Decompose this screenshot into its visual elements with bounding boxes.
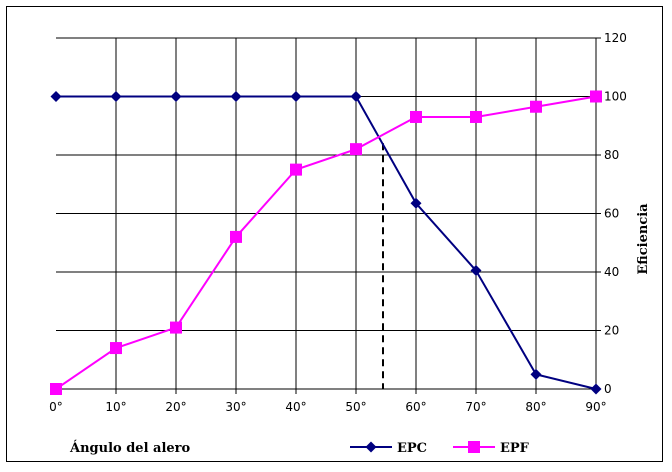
data-point-epf bbox=[530, 100, 542, 113]
series-epc bbox=[50, 91, 602, 395]
x-tick-label: 0° bbox=[49, 400, 63, 414]
data-point-epf bbox=[50, 383, 62, 395]
legend: EPC EPF bbox=[350, 441, 530, 456]
y-tick-label: 0 bbox=[604, 382, 612, 396]
series-line-epc bbox=[56, 95, 597, 390]
data-point-epc bbox=[230, 91, 242, 102]
x-tick-label: 40° bbox=[285, 400, 306, 414]
series-layer bbox=[50, 90, 602, 395]
y-tick-label: 60 bbox=[604, 207, 619, 221]
y-tick-label: 120 bbox=[604, 31, 627, 45]
data-point-epf bbox=[590, 90, 602, 103]
x-tick-label: 50° bbox=[345, 400, 366, 414]
x-tick-label: 70° bbox=[465, 400, 486, 414]
x-tick-label: 10° bbox=[105, 400, 126, 414]
data-point-epc bbox=[290, 91, 302, 102]
x-tick-label: 20° bbox=[165, 400, 186, 414]
data-point-epc bbox=[470, 265, 482, 277]
chart-frame: 0° 10° 20° 30° 40° 50° 60° 70° 80° 90° 0 20 40 60 80 1… bbox=[6, 6, 663, 462]
legend-marker-epf bbox=[468, 441, 480, 453]
y-axis-label: Eficiencia bbox=[636, 203, 651, 275]
data-point-epf bbox=[290, 163, 302, 176]
y-tick-label: 40 bbox=[604, 265, 619, 279]
line-chart: 0° 10° 20° 30° 40° 50° 60° 70° 80° 90° 0 20 40 60 80 1… bbox=[49, 31, 651, 456]
data-point-epf bbox=[230, 230, 242, 243]
data-point-epf bbox=[170, 321, 182, 334]
y-tick-label: 80 bbox=[604, 148, 619, 162]
x-axis-ticks: 0° 10° 20° 30° 40° 50° 60° 70° 80° 90° bbox=[49, 389, 607, 414]
data-point-epf bbox=[110, 342, 122, 355]
series-line-epf bbox=[55, 95, 597, 390]
data-point-epf bbox=[410, 110, 422, 123]
x-tick-label: 80° bbox=[525, 400, 546, 414]
x-axis-label: Ángulo del alero bbox=[69, 440, 191, 456]
y-tick-label: 20 bbox=[604, 324, 619, 338]
series-epf bbox=[50, 90, 602, 395]
legend-label-epf: EPF bbox=[500, 441, 530, 456]
data-point-epc bbox=[530, 368, 542, 380]
data-point-epc bbox=[410, 197, 422, 209]
legend-label-epc: EPC bbox=[397, 441, 427, 456]
data-point-epf bbox=[350, 143, 362, 156]
x-tick-label: 90° bbox=[585, 400, 606, 414]
x-tick-label: 30° bbox=[225, 400, 246, 414]
data-point-epc bbox=[170, 91, 182, 102]
data-point-epc bbox=[50, 91, 62, 102]
data-point-epf bbox=[470, 110, 482, 123]
data-point-epc bbox=[350, 91, 362, 102]
legend-marker-epc bbox=[365, 441, 377, 453]
y-axis-ticks: 0 20 40 60 80 100 120 bbox=[596, 31, 627, 396]
data-point-epc bbox=[590, 383, 602, 395]
x-tick-label: 60° bbox=[405, 400, 426, 414]
data-point-epc bbox=[110, 91, 122, 102]
y-tick-label: 100 bbox=[604, 90, 627, 104]
